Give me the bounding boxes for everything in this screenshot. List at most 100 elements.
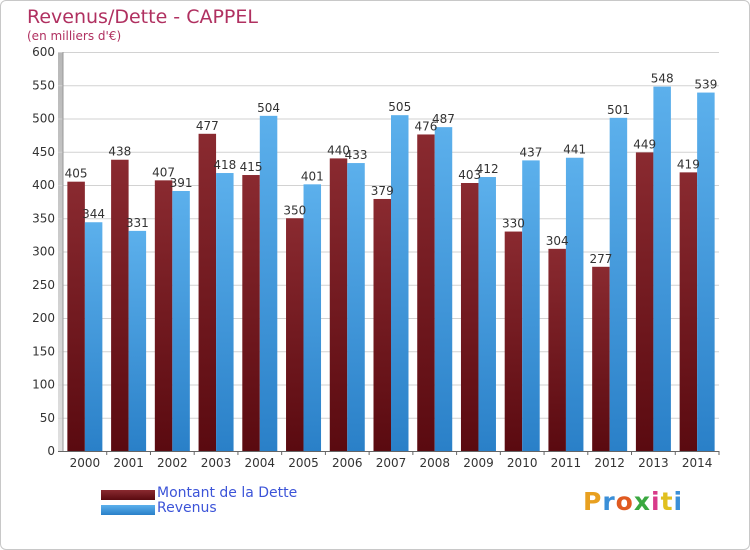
revenus-value-label: 487 [432,112,455,126]
x-tick-label: 2008 [419,456,450,470]
dette-value-label: 277 [589,252,612,266]
revenus-bar [565,157,584,452]
dette-bar [417,134,435,451]
revenus-bar [216,173,234,451]
chart-subtitle: (en milliers d'€) [27,29,122,43]
dette-bar [548,248,566,451]
dette-value-label: 403 [458,168,481,182]
dette-value-label: 449 [633,137,656,151]
x-tick-label: 2000 [70,456,101,470]
revenus-bar [347,163,365,451]
revenus-value-label: 331 [126,216,149,230]
y-tick-label: 600 [32,45,55,59]
x-tick-label: 2004 [245,456,276,470]
dette-value-label: 415 [240,160,263,174]
dette-bar [286,218,304,451]
x-tick-label: 2007 [376,456,407,470]
dette-value-label: 330 [502,217,525,231]
bar-layer [67,86,715,452]
logo-letter: P [583,487,603,516]
y-tick-label: 550 [32,78,55,92]
revenus-bar [172,190,190,452]
logo-letter: o [615,487,634,516]
dette-bar [504,231,523,451]
revenus-value-label: 433 [345,148,368,162]
revenus-value-label: 344 [82,207,105,221]
revenus-value-label: 548 [651,72,674,86]
logo-letter: r [602,487,616,516]
dette-value-label: 440 [327,143,350,157]
dette-bar [635,152,654,452]
dette-value-label: 419 [677,157,700,171]
revenus-value-label: 401 [301,169,324,183]
legend-swatch-dette [101,490,155,500]
revenus-value-label: 418 [213,158,236,172]
dette-value-label: 304 [546,234,569,248]
dette-value-label: 405 [65,167,88,181]
revenus-value-label: 391 [170,176,193,190]
revenus-bar [478,177,496,451]
revenus-value-label: 412 [476,162,499,176]
y-tick-label: 50 [40,411,55,425]
x-tick-label: 2013 [638,456,669,470]
x-tick-label: 2011 [551,456,582,470]
logo-letter: x [633,487,651,516]
y-tick-label: 0 [47,444,55,458]
x-tick-label: 2002 [157,456,188,470]
y-tick-label: 250 [32,278,55,292]
revenus-bar [434,127,453,452]
revenus-bar [522,160,540,451]
revenus-value-label: 504 [257,101,280,115]
axis-layer: 0 50 100 150 200 250 300 350 400 450 500 550 600 2000… [32,45,720,470]
dette-value-label: 407 [152,165,175,179]
revenus-value-label: 539 [694,78,717,92]
y-tick-label: 450 [32,145,55,159]
x-tick-label: 2009 [463,456,494,470]
dette-bar [373,198,391,451]
revenus-bar [259,115,278,451]
revenus-value-label: 437 [519,145,542,159]
revenus-bar [303,184,322,451]
dette-value-label: 438 [108,145,131,159]
x-tick-label: 2012 [594,456,625,470]
y-tick-label: 350 [32,211,55,225]
dette-bar [460,183,479,451]
chart-title: Revenus/Dette - CAPPEL [27,6,258,28]
y-tick-label: 400 [32,178,55,192]
x-tick-label: 2006 [332,456,363,470]
dette-bar [329,158,348,451]
legend-label-revenus: Revenus [157,500,217,516]
dette-value-label: 477 [196,119,219,133]
x-tick-label: 2014 [682,456,713,470]
dette-value-label: 350 [283,203,306,217]
dette-bar [242,175,260,451]
revenus-bar [609,117,628,452]
revenus-bar [391,115,409,452]
x-tick-label: 2005 [288,456,319,470]
revenus-bar [128,230,147,451]
revenus-value-label: 441 [563,143,586,157]
dette-bar [592,266,610,451]
revenus-value-label: 501 [607,103,630,117]
logo-letter: i [651,487,661,516]
proxiti-logo: Proxiti [583,487,683,516]
dette-bar [154,180,173,451]
dette-bar [67,181,85,452]
x-tick-label: 2003 [201,456,232,470]
revenus-bar [697,92,715,451]
x-tick-label: 2010 [507,456,538,470]
dette-bar [679,172,698,452]
x-tick-label: 2001 [113,456,144,470]
dette-value-label: 476 [415,119,438,133]
y-tick-label: 150 [32,344,55,358]
legend-swatch-revenus [101,505,155,515]
dette-bar [198,133,217,452]
y-tick-label: 100 [32,378,55,392]
revenus-bar [84,222,103,451]
dette-bar [111,159,129,452]
revenus-bar [653,86,671,451]
revenus-value-label: 505 [388,100,411,114]
